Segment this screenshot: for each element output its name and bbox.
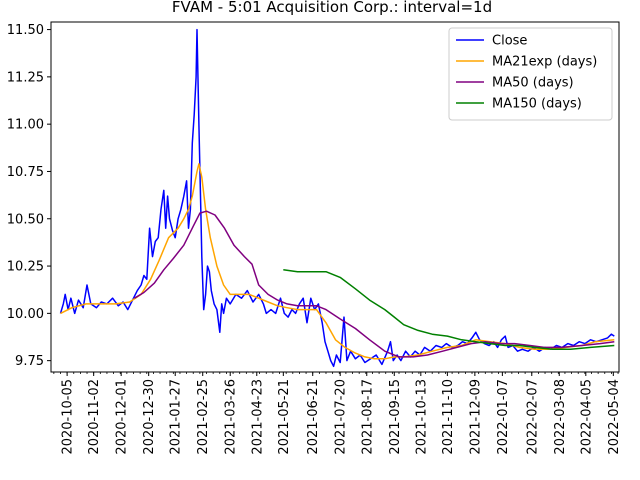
x-tick-label: 2021-01-27 — [169, 379, 184, 455]
x-tick-label: 2021-02-25 — [196, 379, 211, 455]
x-tick-label: 2022-05-04 — [607, 379, 622, 455]
x-tick-label: 2021-03-26 — [224, 379, 239, 455]
x-tick-label: 2022-03-08 — [553, 379, 568, 455]
legend-label: MA150 (days) — [492, 97, 582, 112]
plot-frame — [50, 21, 620, 373]
x-tick-label: 2021-04-23 — [250, 379, 265, 455]
legend: Close MA21exp (days) MA50 (days) MA150 (day… — [448, 27, 613, 121]
x-tick-label: 2021-05-21 — [277, 379, 292, 455]
y-tick-label: 11.25 — [7, 70, 44, 85]
x-tick-label: 2021-06-21 — [306, 379, 321, 455]
series-layer — [59, 28, 615, 368]
x-tick-label: 2021-11-10 — [441, 379, 456, 455]
x-tick-label: 2022-04-05 — [579, 379, 594, 455]
x-tick-label: 2021-10-13 — [414, 379, 429, 455]
series-line-1 — [60, 163, 615, 360]
x-tick-label: 2022-02-07 — [525, 379, 540, 455]
legend-box — [448, 27, 613, 121]
x-tick-label: 2021-09-15 — [388, 379, 403, 455]
legend-label: Close — [492, 34, 527, 49]
y-tick-label: 11.00 — [7, 118, 44, 133]
x-tick-label: 2020-12-30 — [142, 379, 157, 455]
x-axis: 2020-10-05 2020-11-02 2020-12-01 2020-12-30… — [61, 372, 622, 455]
x-tick-label: 2020-10-05 — [61, 379, 76, 455]
y-tick-label: 10.50 — [7, 212, 44, 227]
legend-label: MA50 (days) — [492, 76, 574, 91]
y-tick-label: 10.25 — [7, 260, 44, 275]
x-tick-label: 2021-12-09 — [468, 379, 483, 455]
x-tick-label: 2022-01-07 — [496, 379, 511, 455]
x-tick-label: 2021-07-20 — [334, 379, 349, 455]
series-line-3 — [283, 269, 615, 351]
y-tick-label: 10.75 — [7, 165, 44, 180]
legend-label: MA21exp (days) — [492, 55, 597, 70]
series-line-2 — [134, 210, 615, 358]
x-tick-label: 2021-08-17 — [360, 379, 375, 455]
chart-title: FVAM - 5:01 Acquisition Corp.: interval=… — [172, 0, 492, 16]
y-tick-label: 10.00 — [7, 307, 44, 322]
y-tick-label: 11.50 — [7, 23, 44, 38]
x-tick-label: 2020-12-01 — [115, 379, 130, 455]
y-axis: 9.75 10.00 10.25 10.50 10.75 11.00 11.25 11.50 — [7, 23, 51, 369]
x-tick-label: 2020-11-02 — [87, 379, 102, 455]
y-tick-label: 9.75 — [15, 354, 44, 369]
